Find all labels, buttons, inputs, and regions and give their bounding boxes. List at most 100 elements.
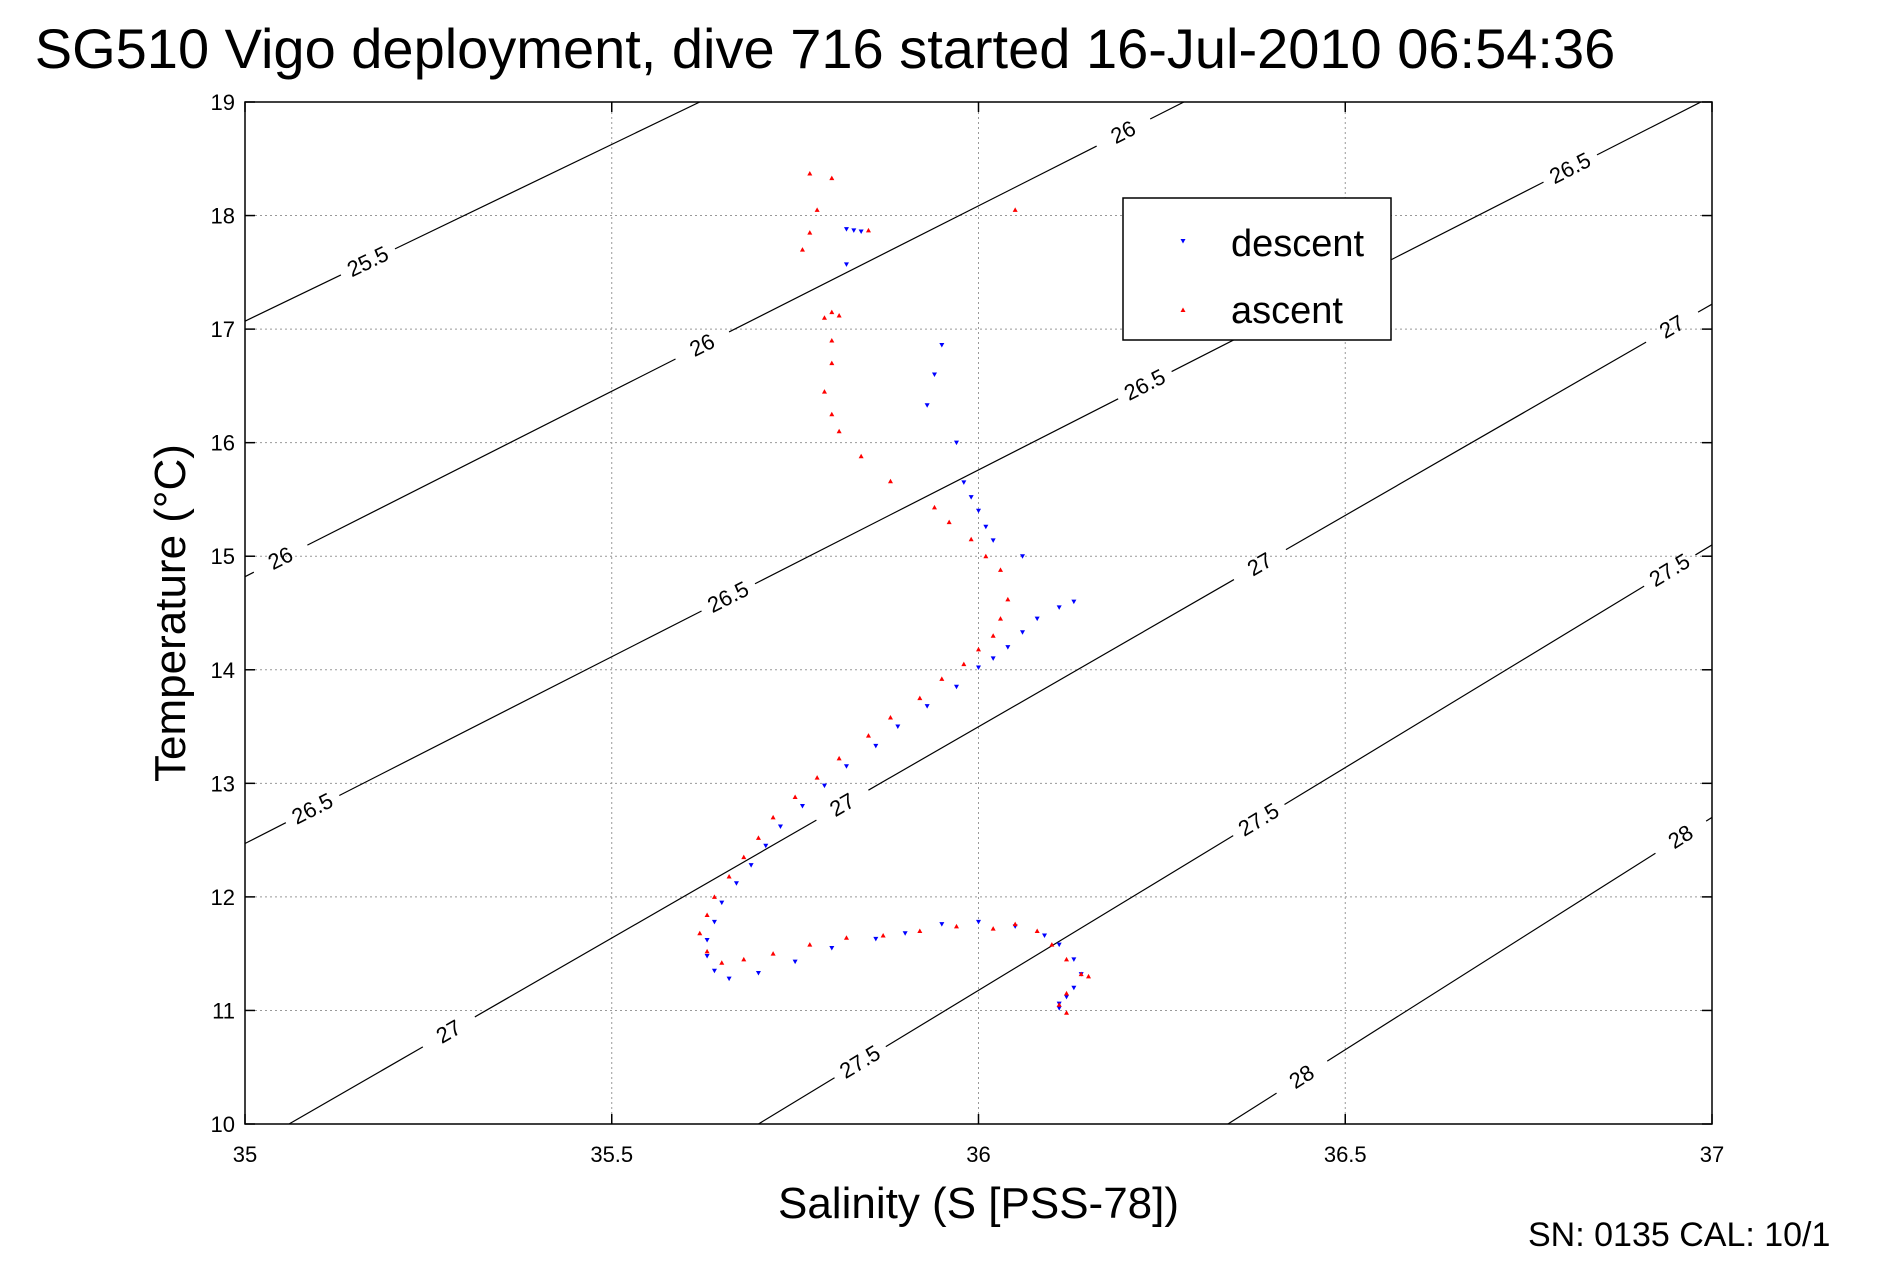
descent-point <box>1056 605 1062 610</box>
descent-point <box>976 508 981 514</box>
ascent-point <box>829 175 835 181</box>
density-contour-line <box>339 610 702 797</box>
ascent-point <box>814 775 820 780</box>
ascent-point <box>711 894 717 899</box>
descent-point <box>1056 1006 1062 1011</box>
ascent-point <box>741 854 747 860</box>
ascent-point <box>792 794 798 799</box>
contour-label: 27 <box>825 788 859 822</box>
ascent-point <box>741 956 747 962</box>
chart-title: SG510 Vigo deployment, dive 716 started … <box>35 17 1616 80</box>
x-tick-label: 36 <box>966 1142 990 1167</box>
descent-point <box>777 824 783 829</box>
descent-point <box>1056 942 1062 948</box>
descent-point <box>924 403 930 408</box>
y-tick-label: 16 <box>211 431 235 456</box>
ascent-point <box>821 389 827 394</box>
series-ascent <box>697 171 1092 1015</box>
ascent-point <box>917 928 923 933</box>
ascent-point <box>1012 921 1018 927</box>
ascent-point <box>1086 973 1092 979</box>
descent-point <box>851 228 857 233</box>
density-contour-line <box>1149 102 1185 120</box>
contour-label: 26 <box>264 542 297 575</box>
x-tick-label: 35 <box>233 1142 257 1167</box>
y-tick-label: 14 <box>211 658 235 683</box>
x-axis-title: Salinity (S [PSS-78]) <box>778 1179 1179 1228</box>
y-axis-title: Temperature (°C) <box>146 444 195 782</box>
density-contour-line <box>1326 852 1656 1062</box>
legend-label-ascent: ascent <box>1231 290 1343 332</box>
descent-point <box>755 970 761 976</box>
density-contour-line <box>288 1046 424 1124</box>
descent-point <box>939 922 945 927</box>
ascent-point <box>726 873 732 879</box>
ascent-point <box>1064 956 1070 962</box>
y-tick-label: 17 <box>211 317 235 342</box>
ascent-point <box>836 312 842 318</box>
ascent-point <box>770 814 776 820</box>
contour-label: 27.5 <box>835 1040 885 1084</box>
density-contour-line <box>1705 816 1712 822</box>
ascent-point <box>807 171 813 176</box>
ascent-point <box>697 930 703 936</box>
descent-point <box>748 863 754 868</box>
contour-label: 27 <box>1655 310 1689 344</box>
axis-ticks: 35 35.5 36 36.5 37 10 11 12 13 14 15 16 17 18 19 <box>211 90 1725 1167</box>
ascent-point <box>821 315 827 320</box>
density-contour-line <box>245 571 255 578</box>
density-contour-line <box>728 145 1097 333</box>
ascent-point <box>961 661 967 667</box>
ascent-point <box>807 230 813 235</box>
ascent-point <box>968 536 974 542</box>
descent-point <box>873 936 879 942</box>
ascent-point <box>1064 1010 1070 1015</box>
descent-point <box>711 919 717 925</box>
ascent-point <box>1056 1002 1062 1007</box>
density-contour-line <box>1596 102 1703 156</box>
descent-point <box>799 804 805 809</box>
contour-label: 27.5 <box>1645 548 1695 592</box>
descent-point <box>895 724 901 730</box>
descent-point <box>983 524 989 530</box>
density-contour-line <box>1285 341 1647 551</box>
ascent-point <box>836 755 842 761</box>
descent-point <box>733 881 739 886</box>
descent-point <box>976 665 981 671</box>
data-series <box>697 171 1092 1015</box>
ascent-point <box>704 912 710 918</box>
contour-label: 25.5 <box>343 241 392 282</box>
density-contour-line <box>1695 544 1712 556</box>
descent-point <box>968 495 974 500</box>
serial-calibration-footer: SN: 0135 CAL: 10/1 <box>1528 1216 1830 1254</box>
descent-point <box>763 843 769 849</box>
descent-point <box>990 656 996 661</box>
contour-label: 26.5 <box>1545 147 1595 189</box>
contour-label: 27 <box>1243 547 1277 581</box>
descent-point <box>1071 985 1077 991</box>
density-contour-line <box>758 1077 835 1124</box>
legend-box <box>1122 197 1392 341</box>
descent-point <box>976 919 981 925</box>
density-contour-line <box>754 398 1119 585</box>
ascent-point <box>719 960 725 965</box>
ascent-point <box>829 360 835 366</box>
legend: descent ascent <box>1122 197 1392 341</box>
ascent-point <box>865 733 871 738</box>
contour-label: 26.5 <box>1120 364 1170 406</box>
descent-point <box>1034 616 1040 622</box>
density-contour-line <box>394 102 701 250</box>
y-tick-label: 10 <box>211 1112 235 1137</box>
legend-marker-descent <box>1180 239 1186 244</box>
ascent-point <box>998 616 1004 621</box>
ascent-point <box>829 411 835 417</box>
descent-point <box>719 900 725 906</box>
descent-point <box>843 227 849 232</box>
ascent-point <box>917 695 923 701</box>
density-contour-line <box>245 822 287 845</box>
descent-point <box>1005 645 1011 650</box>
density-contour-line <box>1284 585 1645 806</box>
ascent-point <box>990 633 996 638</box>
ascent-point <box>887 714 893 720</box>
descent-point <box>1071 599 1077 605</box>
